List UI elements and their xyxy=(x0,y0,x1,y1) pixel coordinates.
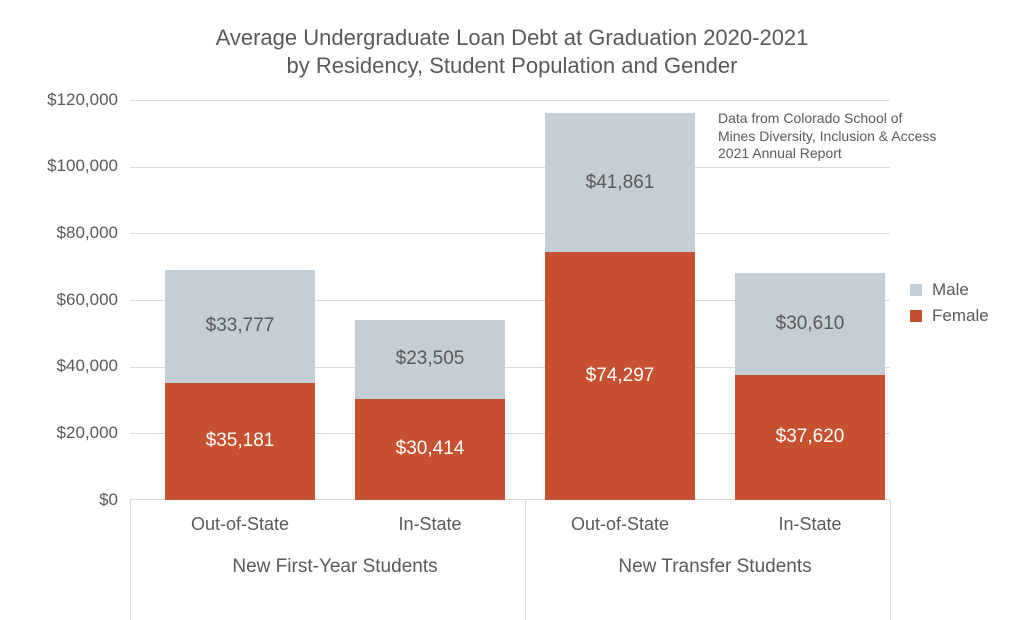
bar-segment-female: $35,181 xyxy=(165,383,315,500)
legend-label: Male xyxy=(932,280,969,300)
bar-segment-female: $74,297 xyxy=(545,252,695,500)
y-axis-tick-label: $120,000 xyxy=(10,90,118,110)
x-axis-residency-label: In-State xyxy=(710,514,910,535)
y-axis-tick-label: $100,000 xyxy=(10,156,118,176)
legend: Male Female xyxy=(910,280,989,332)
y-axis-tick-label: $0 xyxy=(10,490,118,510)
chart-title: Average Undergraduate Loan Debt at Gradu… xyxy=(0,24,1024,79)
chart-title-line-1: Average Undergraduate Loan Debt at Gradu… xyxy=(0,24,1024,52)
y-axis-tick-label: $60,000 xyxy=(10,290,118,310)
legend-label: Female xyxy=(932,306,989,326)
chart-title-line-2: by Residency, Student Population and Gen… xyxy=(0,52,1024,80)
x-axis-residency-label: Out-of-State xyxy=(140,514,340,535)
y-axis-tick-label: $20,000 xyxy=(10,423,118,443)
bar-value-female: $74,297 xyxy=(545,365,695,387)
legend-item: Male xyxy=(910,280,989,300)
bar-segment-male: $33,777 xyxy=(165,270,315,383)
bar-value-female: $30,414 xyxy=(355,438,505,460)
bar-segment-male: $30,610 xyxy=(735,273,885,375)
bar: $35,181 $33,777 xyxy=(165,270,315,500)
bar: $30,414 $23,505 xyxy=(355,320,505,500)
x-axis-group-label: New First-Year Students xyxy=(155,556,515,578)
y-axis-tick-label: $40,000 xyxy=(10,356,118,376)
bar-value-male: $33,777 xyxy=(165,315,315,337)
x-axis-residency-label: In-State xyxy=(330,514,530,535)
legend-swatch xyxy=(910,284,922,296)
chart-container: Average Undergraduate Loan Debt at Gradu… xyxy=(0,0,1024,620)
group-bound xyxy=(130,500,131,620)
bar-segment-male: $23,505 xyxy=(355,320,505,398)
bar-value-female: $37,620 xyxy=(735,426,885,448)
y-axis-tick-label: $80,000 xyxy=(10,223,118,243)
legend-swatch xyxy=(910,310,922,322)
x-axis-residency-label: Out-of-State xyxy=(520,514,720,535)
bar-segment-male: $41,861 xyxy=(545,113,695,253)
bar-segment-female: $37,620 xyxy=(735,375,885,500)
grid-line xyxy=(130,167,890,168)
grid-line xyxy=(130,100,890,101)
bar: $74,297 $41,861 xyxy=(545,113,695,500)
bar-value-female: $35,181 xyxy=(165,430,315,452)
grid-line xyxy=(130,233,890,234)
legend-item: Female xyxy=(910,306,989,326)
source-note: Data from Colorado School of Mines Diver… xyxy=(718,110,943,163)
bar: $37,620 $30,610 xyxy=(735,273,885,500)
bar-segment-female: $30,414 xyxy=(355,399,505,500)
group-divider xyxy=(525,500,526,620)
bar-value-male: $23,505 xyxy=(355,348,505,370)
x-axis-group-label: New Transfer Students xyxy=(535,556,895,578)
bar-value-male: $30,610 xyxy=(735,313,885,335)
bar-value-male: $41,861 xyxy=(545,172,695,194)
